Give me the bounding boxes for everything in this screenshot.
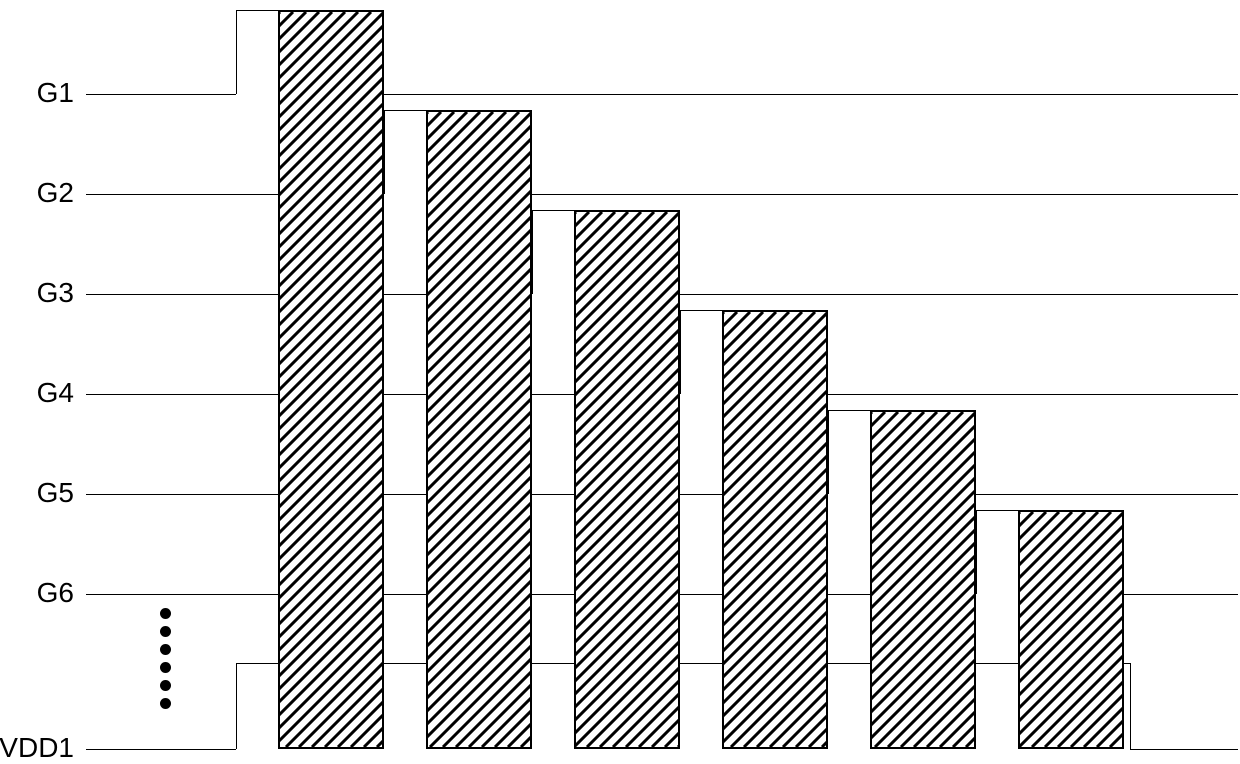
hatched-bar <box>1018 510 1124 749</box>
hatched-bar <box>722 310 828 749</box>
hatched-bar <box>278 10 384 749</box>
row-label: VDD1 <box>0 732 74 764</box>
hatched-bar <box>870 410 976 749</box>
line <box>236 10 237 94</box>
line <box>680 310 714 311</box>
dot <box>160 680 171 691</box>
ellipsis-dots <box>160 608 171 709</box>
line <box>532 210 566 211</box>
line <box>680 294 1238 295</box>
line <box>384 94 1238 95</box>
row-label: G1 <box>37 77 74 109</box>
line <box>86 94 236 95</box>
line <box>1130 749 1238 750</box>
line <box>384 110 418 111</box>
line <box>976 510 1010 511</box>
dot <box>160 662 171 673</box>
line <box>1130 663 1131 749</box>
dot <box>160 644 171 655</box>
row-label: G6 <box>37 577 74 609</box>
dot <box>160 608 171 619</box>
line <box>1124 594 1238 595</box>
line <box>976 510 977 594</box>
row-label: G4 <box>37 377 74 409</box>
dot <box>160 698 171 709</box>
line <box>680 310 681 394</box>
line <box>384 110 385 194</box>
line <box>532 194 1238 195</box>
hatched-bar <box>574 210 680 749</box>
line <box>86 749 236 750</box>
row-label: G5 <box>37 477 74 509</box>
line <box>976 494 1238 495</box>
dot <box>160 626 171 637</box>
row-label: G2 <box>37 177 74 209</box>
line <box>236 10 270 11</box>
line <box>828 410 829 494</box>
line <box>236 663 237 749</box>
line <box>532 210 533 294</box>
line <box>828 410 862 411</box>
line <box>828 394 1238 395</box>
hatched-bar <box>426 110 532 749</box>
row-label: G3 <box>37 277 74 309</box>
